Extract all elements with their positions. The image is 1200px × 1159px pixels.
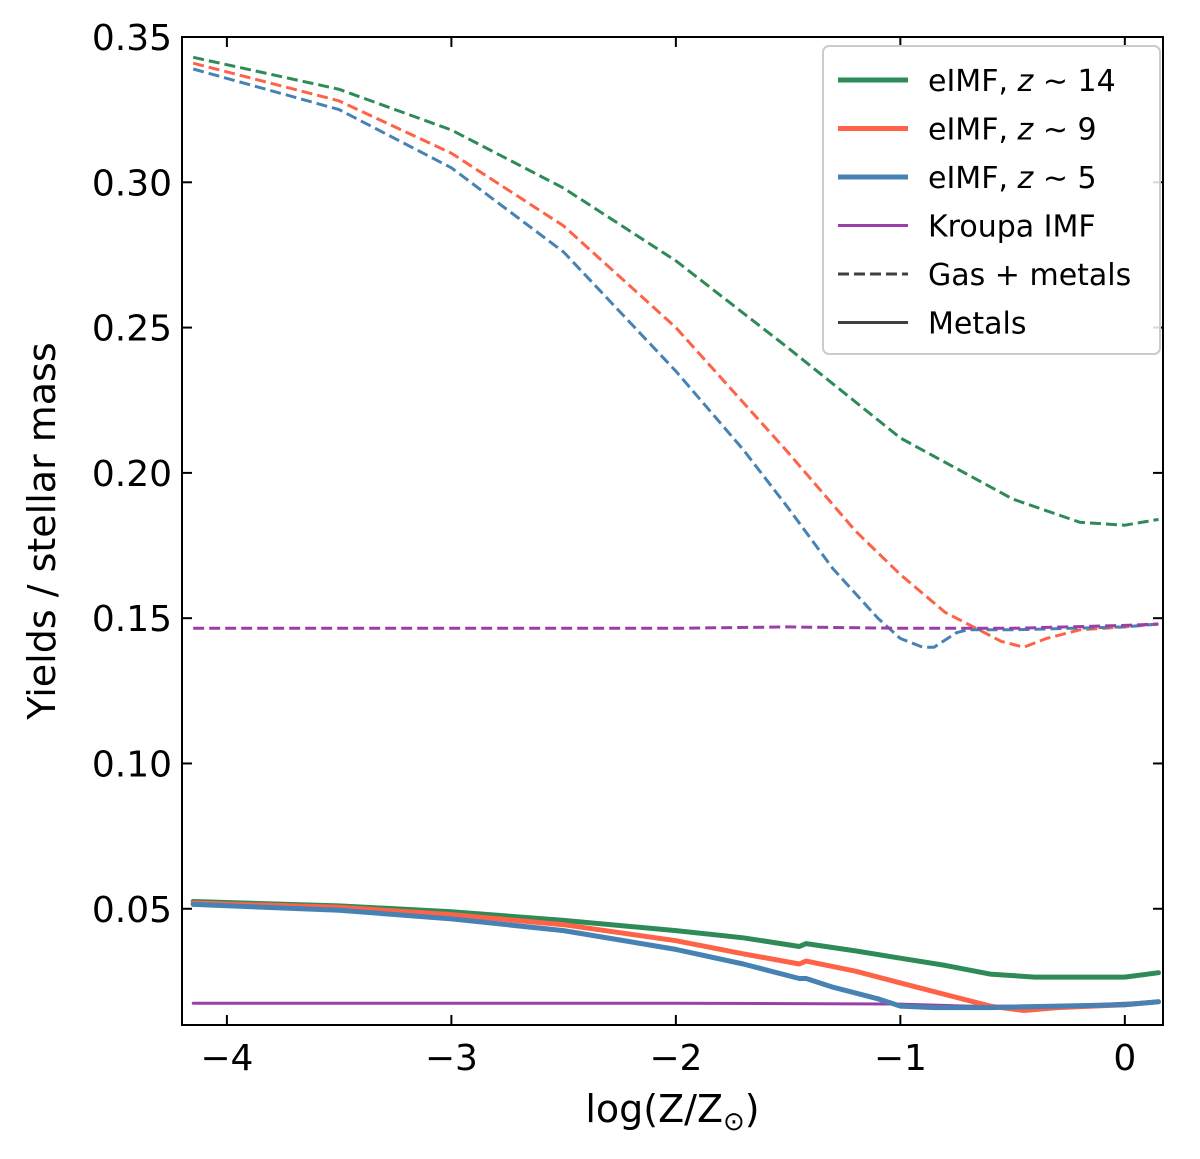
legend-label-suffix: ∼ 9 (1033, 113, 1096, 148)
y-axis-label: Yields / stellar mass (20, 342, 64, 720)
legend-label-var: z (1017, 161, 1035, 196)
legend-label: Kroupa IMF (928, 210, 1096, 245)
x-axis-label-close: ) (745, 1087, 760, 1131)
series-kroupa-gas (193, 622, 1159, 630)
legend-label-prefix: eIMF, (928, 113, 1018, 148)
series-z5-gas (192, 67, 1159, 649)
legend-label-var: z (1017, 64, 1035, 99)
x-axis-label-sub: ⊙ (723, 1107, 745, 1137)
series-z14-metals (190, 899, 1161, 980)
x-tick-label: −3 (425, 1038, 478, 1079)
legend-label: eIMF, z ∼ 9 (928, 113, 1097, 148)
legend-label-suffix: ∼ 14 (1033, 64, 1115, 99)
legend-label: eIMF, z ∼ 14 (928, 64, 1116, 99)
legend-label-prefix: Kroupa IMF (928, 210, 1096, 245)
legend-label: eIMF, z ∼ 5 (928, 161, 1097, 196)
legend-label-prefix: Metals (928, 307, 1026, 342)
y-tick-label: 0.25 (92, 309, 172, 350)
y-tick-label: 0.20 (92, 454, 172, 495)
x-tick-label: −4 (200, 1038, 253, 1079)
legend-label-prefix: eIMF, (928, 64, 1018, 99)
legend-box (822, 45, 1161, 355)
y-tick-label: 0.35 (92, 18, 172, 59)
x-tick-label: 0 (1113, 1038, 1136, 1079)
legend-label-prefix: Gas + metals (928, 258, 1131, 293)
x-tick-label: −2 (649, 1038, 702, 1079)
series-z9-metals (190, 900, 1161, 1013)
x-axis-label: log(Z/Z⊙) (585, 1087, 759, 1137)
series-z5-metals (190, 901, 1161, 1011)
y-tick-label: 0.10 (92, 744, 172, 785)
y-tick-label: 0.05 (92, 890, 172, 931)
ticks-layer: −4 −3 −2 −1 0 0.05 0.10 0.15 0.20 0.25 0.30 0.35 (92, 18, 1163, 1079)
y-tick-label: 0.30 (92, 163, 172, 204)
plot-frame (181, 36, 1164, 1026)
series-z14-gas (192, 55, 1159, 527)
series-layer (190, 55, 1161, 1013)
x-axis-label-main: log(Z/Z (585, 1087, 723, 1131)
legend-label-suffix: ∼ 5 (1033, 161, 1096, 196)
legend-label: Metals (928, 307, 1026, 342)
legend-label: Gas + metals (928, 258, 1131, 293)
y-tick-label: 0.15 (92, 599, 172, 640)
legend-label-var: z (1017, 113, 1035, 148)
series-z9-gas (192, 61, 1159, 649)
legend-label-prefix: eIMF, (928, 161, 1018, 196)
x-tick-label: −1 (874, 1038, 927, 1079)
